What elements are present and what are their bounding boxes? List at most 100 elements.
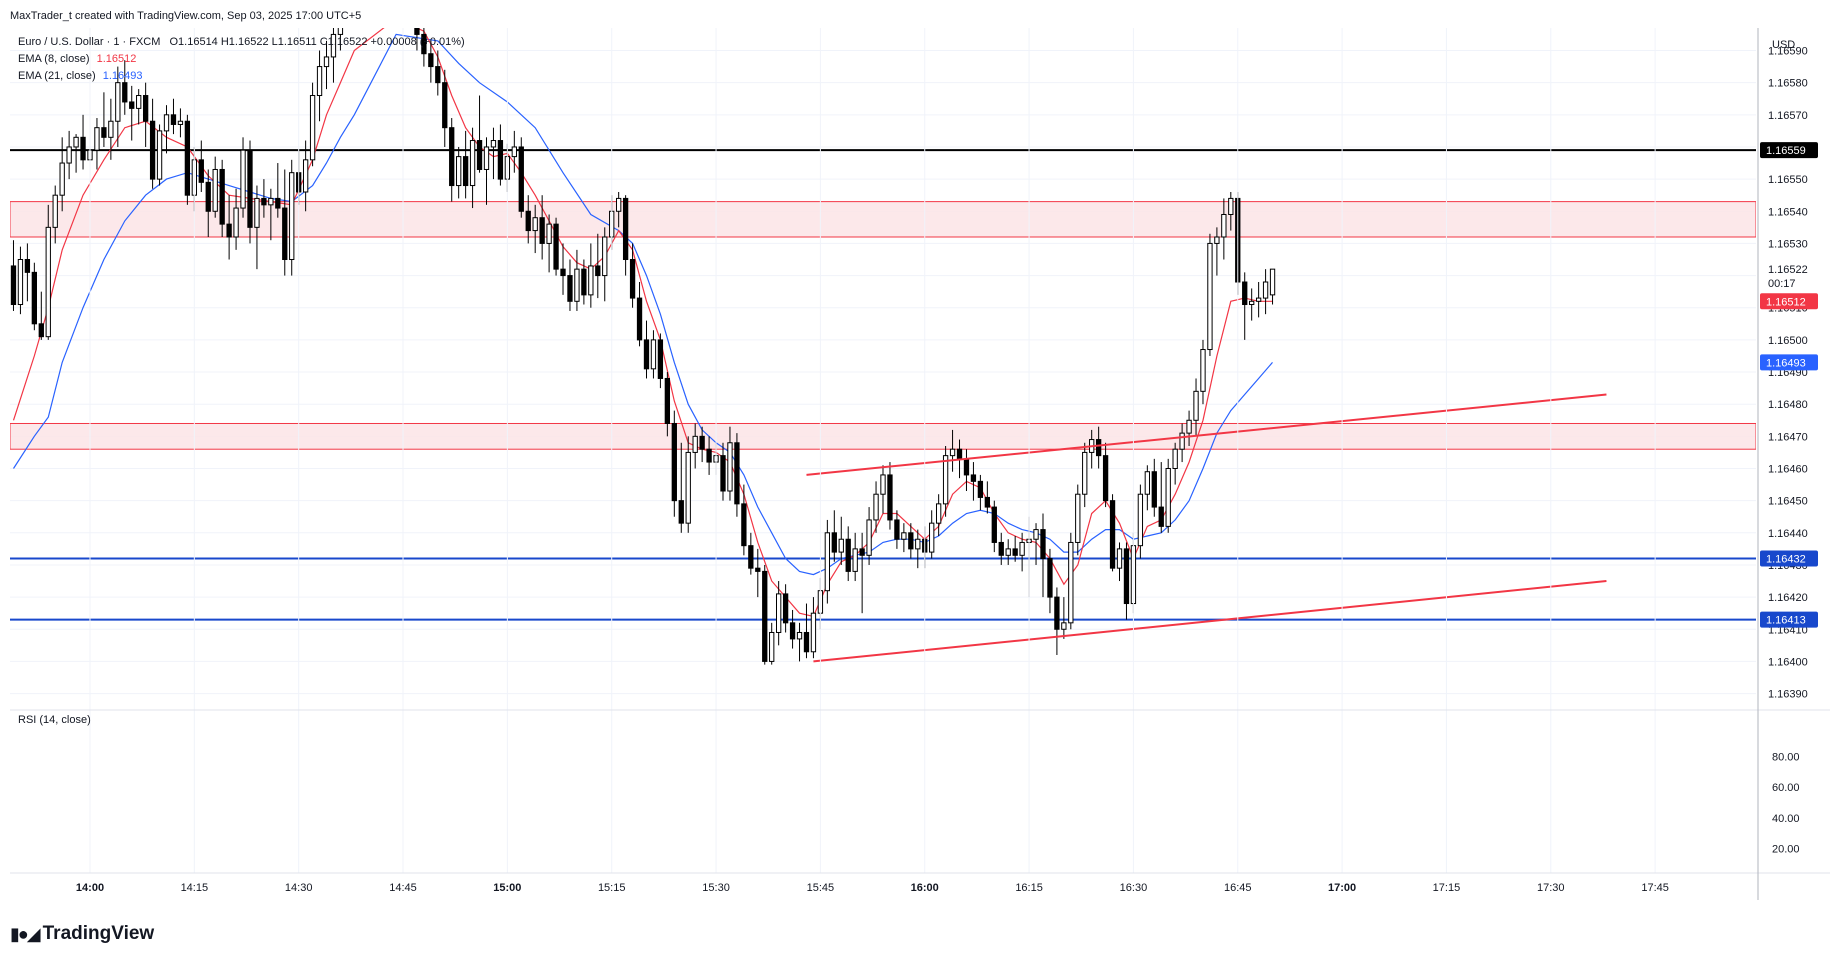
candle-down [170,114,177,125]
candle-up [456,156,462,187]
candle-up [650,339,657,370]
candle-down [421,33,427,55]
candle-up [1144,471,1150,495]
currency-label[interactable]: USD [1772,39,1796,51]
candle-up [602,236,608,277]
price-tick-label: 1.16580 [1768,78,1808,90]
candle-down [845,538,851,572]
candle-down [1151,471,1157,508]
candle-up [254,197,260,228]
candle-up [1186,419,1192,434]
tradingview-logo-icon: ▮●◢ [10,923,41,944]
candle-up [268,197,274,206]
candle-down [10,265,17,306]
candle-down [1158,506,1164,527]
candle-up [136,95,142,109]
candle-up [588,265,594,296]
candle-up [838,538,844,553]
price-tick-label: 1.16400 [1768,656,1808,668]
candle-up [490,140,497,148]
ema21-price-tag: 1.16493 [1766,357,1806,369]
time-tick-label: 14:45 [389,882,417,894]
ema8-value: 1.16512 [96,53,137,65]
candle-down [789,622,796,640]
candle-up [1249,300,1255,306]
candle-up [45,226,51,338]
candle-down [282,207,288,261]
candle-down [622,197,629,261]
candle-up [824,532,831,592]
candle-down [560,268,566,277]
candle-up [469,140,476,187]
candle-up [949,448,956,457]
candle-down [142,95,149,122]
candle-down [226,223,232,238]
candle-down [38,323,44,338]
candle-down [748,545,754,569]
chart-credit: MaxTrader_t created with TradingView.com… [10,10,362,22]
candle-down [1242,281,1248,306]
candle-down [643,339,650,370]
candle-up [289,172,295,261]
ema8-label: EMA (8, close) [18,53,90,65]
candle-up [796,631,803,640]
candle-up [1165,467,1171,527]
candle-up [115,82,121,122]
candle-up [1068,541,1074,624]
candle-up [692,435,698,453]
candle-down [664,377,671,424]
price-tick-label: 1.16450 [1768,496,1808,508]
time-tick-label: 17:15 [1433,882,1461,894]
price-tick-label: 1.16480 [1768,399,1808,411]
candle-up [935,503,942,524]
rsi-legend[interactable]: RSI (14, close) [18,714,91,726]
candle-up [316,66,323,97]
candle-down [581,268,587,296]
candle-up [866,519,872,556]
candle-down [449,127,455,187]
candle-up [1221,213,1227,238]
ema21-legend[interactable]: EMA (21, close) 1.16493 [18,69,142,83]
candle-down [970,474,977,482]
supply-demand-zone [10,201,1756,238]
candle-down [518,146,524,212]
candle-down [859,548,865,556]
price-tick-label: 1.16570 [1768,110,1808,122]
ema21-value: 1.16493 [102,70,143,82]
candle-up [302,159,309,193]
candle-up [942,455,949,505]
price-tick-label: 1.16540 [1768,206,1808,218]
candle-up [233,207,239,238]
price-tick-label: 1.16500 [1768,335,1808,347]
rsi-tick-label: 20.00 [1772,843,1800,855]
last-price-bg [1760,261,1818,292]
candle-up [17,259,24,306]
last-price-tag: 1.16522 [1768,264,1808,276]
candle-up [574,268,580,302]
candle-up [1137,493,1144,547]
candle-down [984,496,990,508]
candle-down [699,435,705,450]
symbol-name[interactable]: Euro / U.S. Dollar · 1 · FXCM [18,36,161,48]
candle-down [734,442,740,505]
time-tick-label: 17:00 [1328,882,1356,894]
supply-demand-zone [10,422,1756,450]
candle-up [73,136,79,148]
candle-down [198,159,204,183]
candle-down [963,458,970,476]
price-tick-label: 1.16470 [1768,431,1808,443]
ema8-legend[interactable]: EMA (8, close) 1.16512 [18,52,136,66]
ohlc-values: O1.16514 H1.16522 L1.16511 C1.16522 +0.0… [169,36,465,48]
tradingview-brand[interactable]: ▮●◢ TradingView [10,923,154,945]
candle-down [831,532,837,553]
support-price-tag: 1.16413 [1766,615,1806,627]
candle-down [184,120,191,196]
candle-down [149,120,156,180]
candle-down [435,66,441,84]
support-price-tag: 1.16432 [1766,554,1806,566]
candle-up [880,474,886,495]
candle-up [810,612,817,653]
candle-up [1116,548,1123,569]
rsi-tick-label: 40.00 [1772,813,1800,825]
